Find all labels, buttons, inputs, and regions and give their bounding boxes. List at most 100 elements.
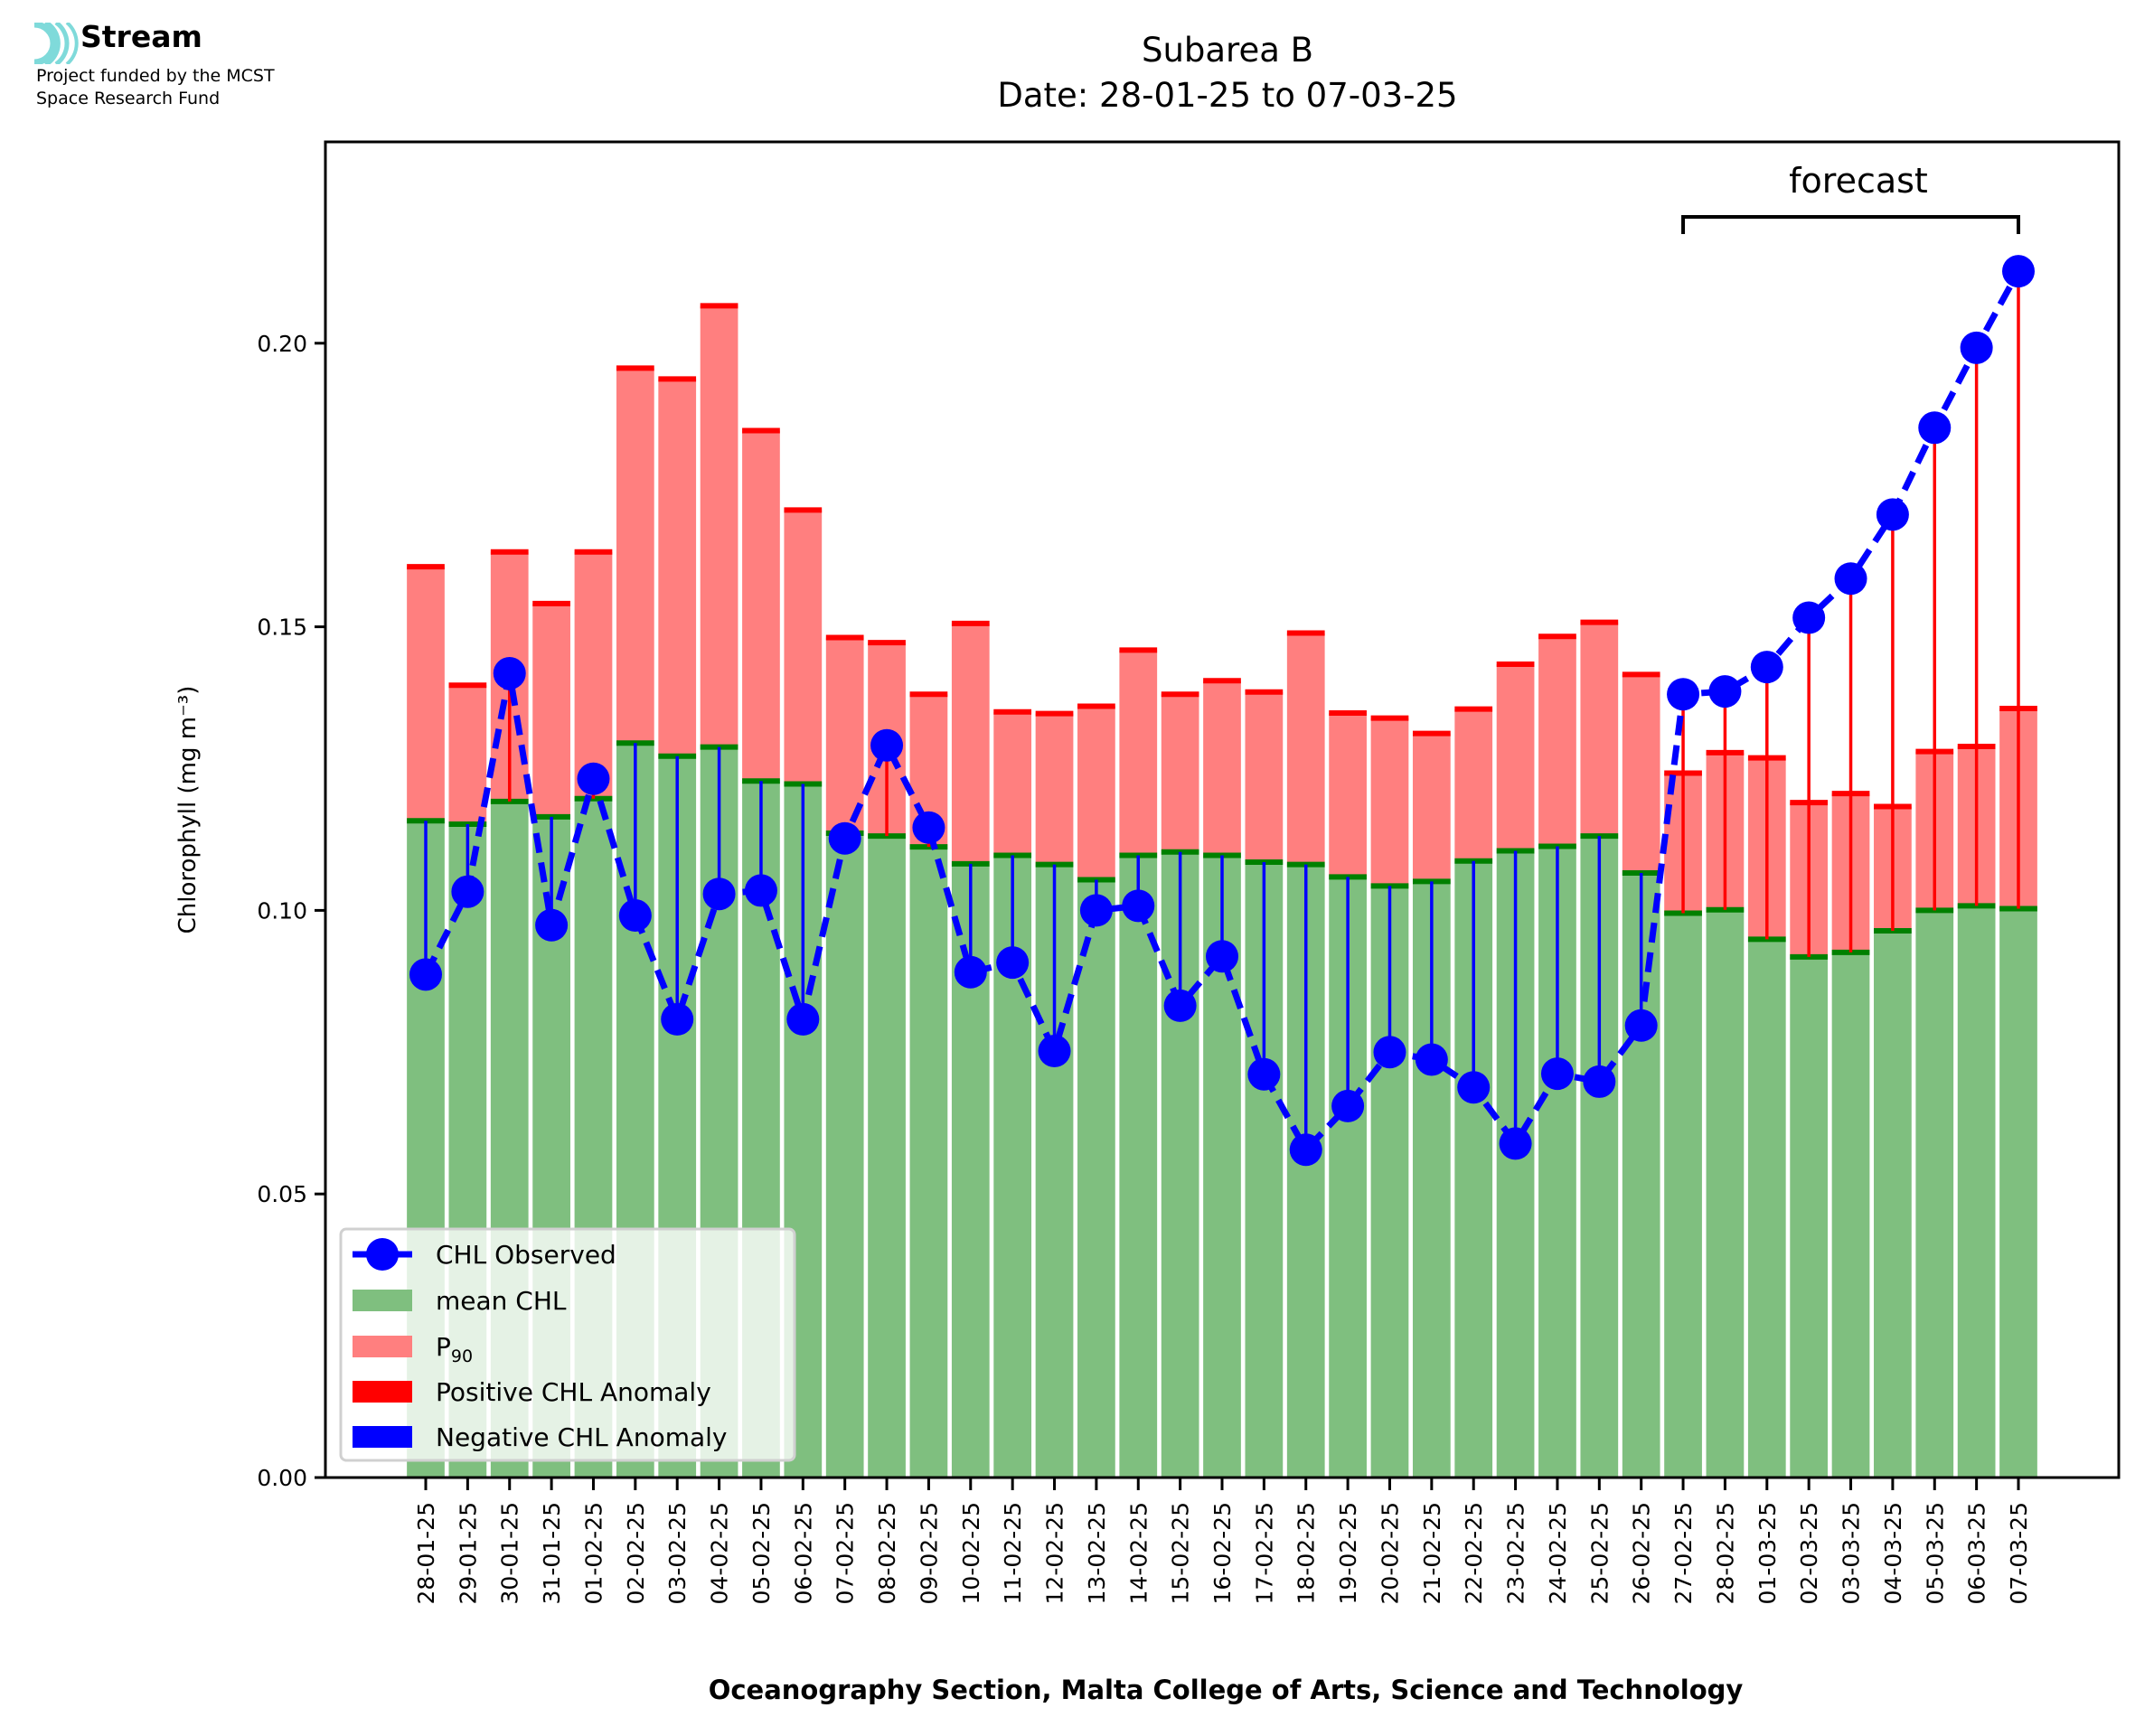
x-tick-label: 02-02-25 bbox=[623, 1502, 649, 1604]
observed-point bbox=[661, 1002, 694, 1036]
observed-point bbox=[1583, 1065, 1616, 1098]
p90-bar bbox=[1622, 674, 1660, 873]
observed-point bbox=[996, 946, 1030, 980]
observed-point bbox=[1079, 894, 1113, 927]
x-tick-label: 27-02-25 bbox=[1670, 1502, 1697, 1604]
mean-bar bbox=[1999, 908, 2037, 1478]
mean-bar bbox=[1831, 952, 1870, 1478]
mean-bar bbox=[825, 833, 864, 1478]
observed-point bbox=[535, 908, 569, 942]
p90-bar bbox=[742, 430, 780, 782]
x-tick-label: 11-02-25 bbox=[1000, 1502, 1026, 1604]
p90-bar bbox=[1286, 633, 1325, 865]
observed-point bbox=[744, 874, 777, 907]
x-tick-label: 25-02-25 bbox=[1586, 1502, 1613, 1604]
x-tick-label: 22-02-25 bbox=[1461, 1502, 1487, 1604]
observed-point bbox=[786, 1002, 820, 1036]
mean-bar bbox=[1874, 930, 1912, 1478]
legend-patch-negative-icon bbox=[353, 1426, 412, 1448]
p90-bar bbox=[658, 379, 697, 756]
logo-wave-1 bbox=[33, 21, 57, 66]
observed-point bbox=[1750, 651, 1783, 684]
observed-point bbox=[1038, 1035, 1071, 1068]
x-tick-label: 03-03-25 bbox=[1839, 1502, 1865, 1604]
observed-point bbox=[1499, 1127, 1532, 1160]
x-tick-label: 28-02-25 bbox=[1712, 1502, 1738, 1604]
mean-bar bbox=[1077, 879, 1115, 1478]
observed-point bbox=[1373, 1036, 1406, 1069]
observed-point bbox=[451, 875, 484, 908]
observed-point bbox=[1457, 1071, 1491, 1104]
x-axis-label: Oceanography Section, Malta College of A… bbox=[709, 1675, 1744, 1705]
x-tick-label: 05-02-25 bbox=[748, 1502, 775, 1604]
anomaly-lines-group bbox=[424, 271, 2020, 1150]
p90-bar bbox=[1580, 622, 1619, 837]
observed-point bbox=[1960, 331, 1993, 364]
p90-bar bbox=[1329, 712, 1367, 877]
p90-bar bbox=[616, 368, 654, 744]
x-tick-label: 24-02-25 bbox=[1545, 1502, 1571, 1604]
y-axis: 0.00 0.05 0.10 0.15 0.20 bbox=[257, 331, 325, 1491]
x-tick-label: 21-02-25 bbox=[1419, 1502, 1445, 1604]
observed-line bbox=[422, 269, 2022, 1156]
p90-bar bbox=[448, 685, 487, 825]
logo-wave-2 bbox=[43, 20, 61, 67]
forecast-label: forecast bbox=[1789, 161, 1928, 201]
observed-point bbox=[1834, 562, 1867, 596]
observed-point bbox=[1247, 1057, 1281, 1091]
x-tick-label: 13-02-25 bbox=[1084, 1502, 1110, 1604]
observed-point bbox=[1667, 678, 1700, 711]
x-tick-label: 30-01-25 bbox=[497, 1502, 523, 1604]
logo-funding-line-1: Project funded by the MCST bbox=[36, 66, 275, 86]
mean-bar bbox=[1957, 906, 1996, 1478]
p90-bar bbox=[1035, 713, 1074, 865]
p90-bar bbox=[784, 510, 823, 784]
x-tick-label: 14-02-25 bbox=[1125, 1502, 1152, 1604]
x-tick-label: 04-02-25 bbox=[707, 1502, 733, 1604]
x-tick-label: 31-01-25 bbox=[539, 1502, 565, 1604]
logo-funding-line-2: Space Research Fund bbox=[36, 89, 221, 108]
x-tick-label: 02-03-25 bbox=[1796, 1502, 1822, 1604]
legend-patch-positive-icon bbox=[353, 1381, 412, 1403]
p90-bar bbox=[1496, 664, 1535, 851]
x-tick-label: 26-02-25 bbox=[1629, 1502, 1655, 1604]
legend-label: Negative CHL Anomaly bbox=[436, 1422, 727, 1452]
logo-wave-4 bbox=[65, 21, 79, 66]
observed-point bbox=[577, 762, 610, 795]
x-tick-label: 09-02-25 bbox=[916, 1502, 942, 1604]
p90-bar bbox=[700, 305, 738, 747]
y-tick-label: 0.00 bbox=[257, 1465, 307, 1491]
legend-box bbox=[339, 1227, 796, 1462]
chart-title: Subarea B bbox=[1142, 31, 1313, 70]
observed-point bbox=[1708, 675, 1742, 708]
observed-point bbox=[702, 877, 736, 911]
x-tick-label: 06-03-25 bbox=[1964, 1502, 1990, 1604]
x-tick-label: 23-02-25 bbox=[1503, 1502, 1529, 1604]
mean-bar bbox=[1664, 913, 1702, 1478]
mean-bar bbox=[1790, 956, 1829, 1478]
p90-bar bbox=[1370, 718, 1409, 887]
x-tick-label: 05-03-25 bbox=[1922, 1502, 1948, 1604]
x-tick-label: 06-02-25 bbox=[790, 1502, 816, 1604]
forecast-annotation: forecast bbox=[1681, 161, 2020, 234]
mean-bar bbox=[909, 847, 948, 1478]
x-tick-label: 08-02-25 bbox=[874, 1502, 900, 1604]
x-tick-label: 07-03-25 bbox=[2006, 1502, 2032, 1604]
p90-bar bbox=[1412, 733, 1451, 882]
p90-bar bbox=[1454, 708, 1493, 861]
x-tick-label: 07-02-25 bbox=[832, 1502, 859, 1604]
legend-patch-mean-icon bbox=[353, 1290, 412, 1311]
x-tick-label: 28-01-25 bbox=[413, 1502, 439, 1604]
legend-observed-marker-icon bbox=[366, 1238, 399, 1271]
p90-bar bbox=[1119, 650, 1158, 856]
legend-patch-p90-icon bbox=[353, 1336, 412, 1357]
mean-bar bbox=[1119, 855, 1158, 1478]
observed-point bbox=[409, 958, 442, 991]
observed-point bbox=[1122, 889, 1155, 923]
logo-wave-3 bbox=[54, 20, 70, 67]
x-tick-label: 19-02-25 bbox=[1335, 1502, 1361, 1604]
legend-label: CHL Observed bbox=[436, 1240, 616, 1270]
p90-bar bbox=[407, 567, 445, 821]
observed-point bbox=[2002, 255, 2035, 288]
